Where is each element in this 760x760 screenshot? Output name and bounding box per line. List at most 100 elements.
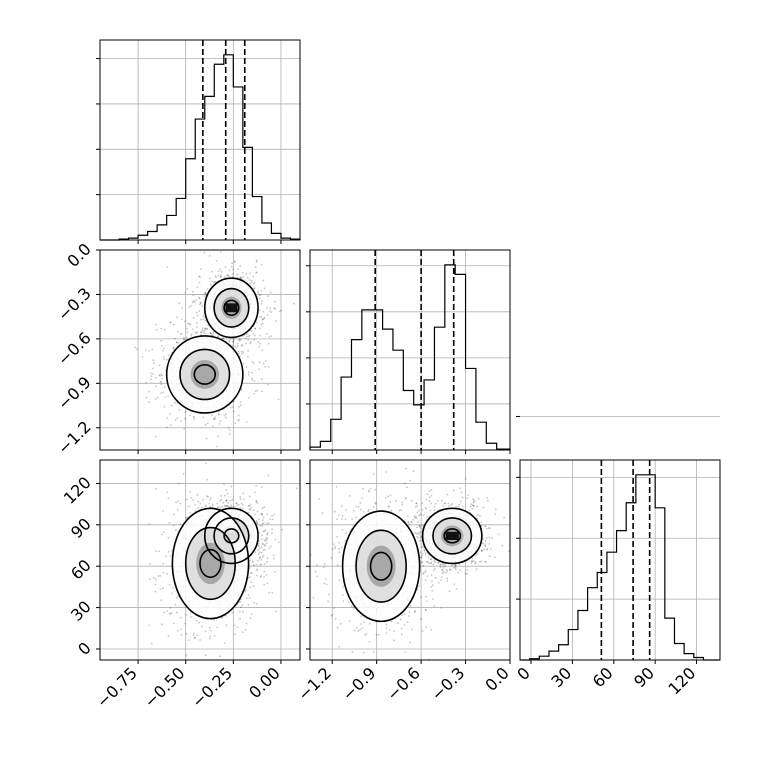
scatter-point xyxy=(154,376,157,379)
scatter-point xyxy=(172,622,175,625)
scatter-point xyxy=(176,417,179,419)
scatter-point xyxy=(218,423,221,425)
scatter-point xyxy=(430,561,433,564)
scatter-point xyxy=(240,350,243,353)
scatter-point xyxy=(189,323,192,326)
scatter-point xyxy=(198,281,201,284)
scatter-point xyxy=(262,554,265,557)
scatter-point xyxy=(247,576,250,579)
scatter-point xyxy=(420,556,423,559)
scatter-point xyxy=(180,420,183,422)
scatter-point xyxy=(155,550,158,552)
scatter-point xyxy=(403,624,406,626)
scatter-point xyxy=(472,505,475,507)
scatter-point xyxy=(199,301,202,304)
scatter-point xyxy=(244,590,247,593)
scatter-point xyxy=(191,328,194,331)
scatter-point xyxy=(226,505,229,508)
scatter-point xyxy=(442,571,445,574)
scatter-point xyxy=(223,494,226,497)
scatter-point xyxy=(420,524,423,526)
scatter-point xyxy=(425,507,428,510)
scatter-point xyxy=(387,505,390,508)
scatter-point xyxy=(228,269,231,271)
scatter-point xyxy=(234,422,237,425)
scatter-point xyxy=(414,610,416,613)
scatter-point xyxy=(174,604,177,606)
scatter-point xyxy=(221,616,224,619)
scatter-point xyxy=(247,604,250,606)
scatter-point xyxy=(192,634,195,637)
scatter-point xyxy=(155,328,158,331)
scatter-point xyxy=(180,633,183,636)
scatter-point xyxy=(191,301,194,303)
scatter-point xyxy=(338,551,341,554)
scatter-point xyxy=(237,352,240,355)
scatter-point xyxy=(225,615,227,617)
scatter-point xyxy=(261,512,263,515)
scatter-point xyxy=(274,320,277,322)
scatter-point xyxy=(224,504,227,507)
scatter-point xyxy=(459,500,462,503)
scatter-point xyxy=(455,565,457,567)
scatter-point xyxy=(217,335,220,338)
scatter-point xyxy=(200,506,203,509)
scatter-point xyxy=(341,514,344,517)
scatter-point xyxy=(259,343,261,345)
scatter-point xyxy=(264,529,267,532)
panel-background xyxy=(100,40,300,240)
scatter-point xyxy=(428,496,431,499)
scatter-point xyxy=(425,498,428,501)
scatter-point xyxy=(257,341,260,343)
scatter-point xyxy=(257,290,260,293)
scatter-point xyxy=(246,597,248,599)
scatter-point xyxy=(253,334,256,337)
scatter-point xyxy=(217,270,220,272)
scatter-point xyxy=(189,616,192,618)
scatter-point xyxy=(259,524,262,527)
y-tick-label: 0.0 xyxy=(63,239,94,270)
scatter-point xyxy=(159,375,161,377)
scatter-point xyxy=(190,305,193,307)
joint-panel-p1-p2: −1.2−0.9−0.6−0.30.0 xyxy=(54,239,301,458)
scatter-point xyxy=(230,485,233,488)
scatter-point xyxy=(267,383,269,386)
scatter-point xyxy=(239,339,242,341)
scatter-point xyxy=(256,259,258,262)
scatter-point xyxy=(464,572,467,575)
scatter-point xyxy=(441,568,443,571)
scatter-point xyxy=(256,568,258,571)
scatter-point xyxy=(209,283,212,286)
scatter-point xyxy=(214,280,216,283)
scatter-point xyxy=(149,372,152,375)
scatter-point xyxy=(473,501,475,503)
scatter-point xyxy=(260,551,263,554)
scatter-point xyxy=(248,335,250,338)
scatter-point xyxy=(355,626,358,629)
scatter-point xyxy=(333,607,335,609)
scatter-point xyxy=(270,335,273,337)
scatter-point xyxy=(211,270,214,273)
scatter-point xyxy=(261,519,264,521)
scatter-point xyxy=(145,349,147,351)
scatter-point xyxy=(249,559,251,562)
scatter-point xyxy=(263,563,266,565)
scatter-point xyxy=(209,498,211,501)
scatter-point xyxy=(172,346,175,349)
scatter-point xyxy=(160,623,163,626)
scatter-point xyxy=(222,337,225,340)
scatter-point xyxy=(362,621,365,624)
scatter-point xyxy=(209,277,212,280)
scatter-point xyxy=(210,332,213,335)
scatter-point xyxy=(421,561,424,564)
scatter-point xyxy=(220,495,223,497)
scatter-point xyxy=(247,356,249,358)
scatter-point xyxy=(161,349,164,352)
scatter-point xyxy=(152,362,155,365)
scatter-point xyxy=(217,505,220,508)
scatter-point xyxy=(148,401,150,403)
scatter-point xyxy=(268,591,270,594)
scatter-point xyxy=(245,622,248,625)
contour-outer xyxy=(421,507,483,565)
scatter-point xyxy=(203,329,206,332)
